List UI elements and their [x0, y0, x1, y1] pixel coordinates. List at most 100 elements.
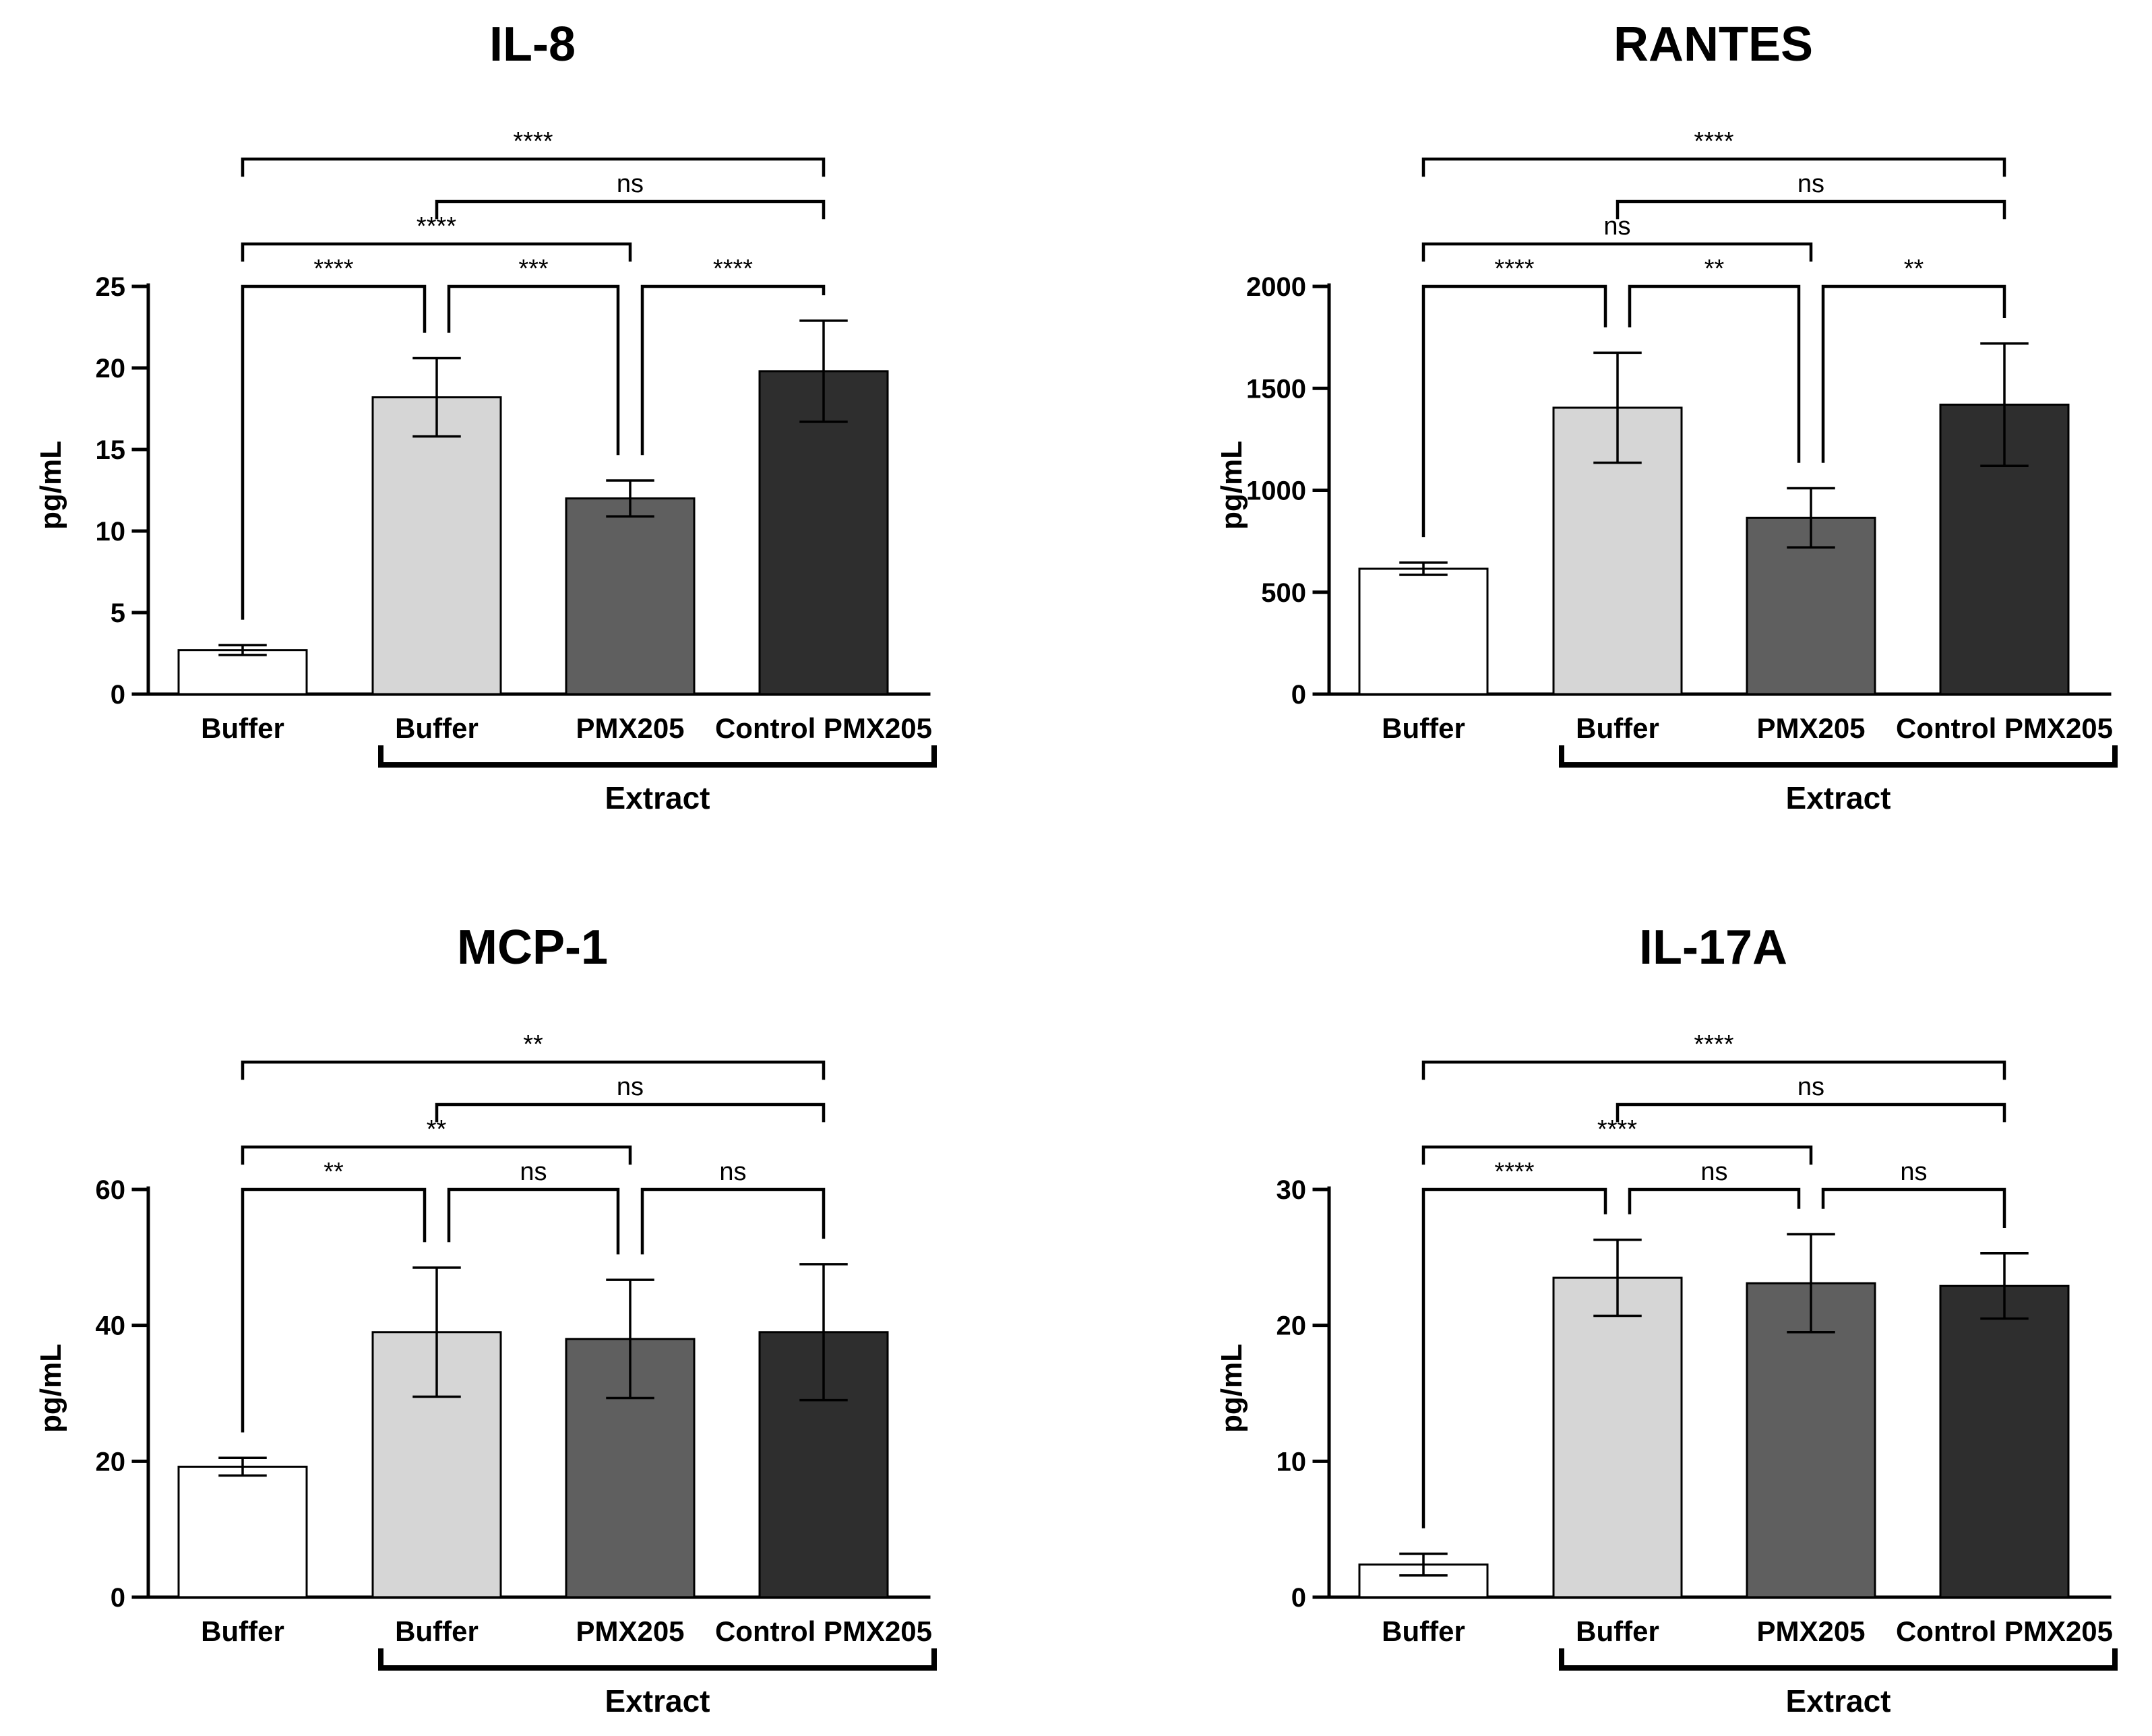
y-tick-label: 10	[1277, 1447, 1307, 1477]
error-bar	[606, 1278, 654, 1400]
significance-bracket	[1421, 1187, 1607, 1528]
y-tick-label: 40	[96, 1311, 126, 1341]
significance-bracket	[1616, 1103, 2006, 1123]
error-bar	[1787, 487, 1835, 549]
x-category-label: Buffer	[1382, 712, 1465, 744]
group-bracket	[1559, 745, 2118, 768]
significance-bracket	[1628, 284, 1801, 463]
chart-panel-3: IL-17A pg/mL 0 10 20 30 Buffer Buffer PMX205 Cont…	[1215, 921, 2118, 1718]
significance-label: ns	[617, 170, 644, 198]
y-tick-label: 30	[1277, 1175, 1307, 1205]
x-category-label: Control PMX205	[715, 1615, 932, 1647]
significance-label: ****	[713, 255, 753, 283]
y-tick-label: 1500	[1246, 374, 1306, 404]
y-axis-label: pg/mL	[1215, 1344, 1248, 1433]
significance-bracket	[1421, 1145, 1813, 1165]
chart-panel-0: IL-8 pg/mL 0 5 10 15 20 25 Buffer Buffer PMX205 Con…	[34, 18, 937, 815]
x-category-label: PMX205	[1756, 712, 1865, 744]
significance-label: **	[324, 1158, 344, 1186]
y-tick-label: 500	[1261, 578, 1306, 608]
significance-bracket	[435, 1103, 826, 1123]
x-category-label: Control PMX205	[1896, 712, 2113, 744]
bar	[565, 497, 696, 695]
significance-label: ns	[1900, 1158, 1927, 1186]
x-category-label: Buffer	[395, 712, 479, 744]
x-category-label: Control PMX205	[715, 712, 932, 744]
x-category-label: Control PMX205	[1896, 1615, 2113, 1647]
significance-bracket	[447, 284, 620, 456]
group-label: Extract	[1786, 1683, 1891, 1718]
error-bar	[412, 1266, 461, 1398]
y-axis-label: pg/mL	[34, 441, 67, 530]
x-category-label: Buffer	[201, 712, 284, 744]
chart-title: MCP-1	[457, 921, 608, 974]
y-tick-label: 25	[96, 272, 126, 302]
group-bracket	[378, 745, 937, 768]
significance-label: ****	[313, 255, 353, 283]
group-label: Extract	[1786, 780, 1891, 815]
group-label: Extract	[605, 780, 710, 815]
y-axis-label: pg/mL	[1215, 441, 1248, 530]
y-tick-label: 1000	[1246, 476, 1306, 506]
chart-panel-1: RANTES pg/mL 0 500 1000 1500 2000 Buffer Buffer P…	[1215, 18, 2118, 815]
significance-label: ns	[520, 1158, 547, 1186]
error-bar	[218, 644, 267, 656]
chart-panel-2: MCP-1 pg/mL 0 20 40 60 Buffer Buffer PMX205 Contr…	[34, 921, 937, 1718]
significance-label: ****	[1694, 1030, 1733, 1059]
error-bar	[799, 1263, 848, 1402]
chart-title: RANTES	[1613, 18, 1813, 71]
bar	[177, 1465, 308, 1599]
significance-label: ****	[1494, 255, 1534, 283]
significance-bracket	[1821, 284, 2006, 463]
chart-title: IL-17A	[1639, 921, 1787, 974]
x-category-label: Buffer	[201, 1615, 284, 1647]
significance-bracket	[1421, 1060, 2006, 1080]
significance-bracket	[1421, 157, 2006, 177]
significance-bracket	[241, 242, 632, 262]
y-tick-label: 0	[111, 1583, 125, 1613]
error-bar	[1593, 1238, 1642, 1318]
group-bracket	[1559, 1648, 2118, 1671]
significance-bracket	[241, 1145, 632, 1165]
significance-bracket	[640, 284, 826, 456]
significance-bracket	[435, 199, 826, 220]
bar	[371, 396, 502, 695]
error-bar	[1980, 342, 2029, 467]
significance-bracket	[241, 284, 427, 620]
x-category-label: Buffer	[1382, 1615, 1465, 1647]
significance-label: ****	[1694, 127, 1733, 156]
significance-bracket	[1421, 284, 1607, 538]
significance-bracket	[241, 1060, 826, 1080]
x-category-label: PMX205	[576, 1615, 684, 1647]
y-axis-label: pg/mL	[34, 1344, 67, 1433]
y-tick-label: 5	[111, 598, 125, 628]
bar	[177, 649, 308, 695]
significance-bracket	[1628, 1187, 1801, 1214]
error-bar	[1399, 1552, 1448, 1577]
x-category-label: Buffer	[1576, 712, 1659, 744]
error-bar	[1787, 1233, 1835, 1334]
significance-label: ns	[1797, 170, 1824, 198]
significance-label: ***	[518, 255, 549, 283]
bar	[1552, 1276, 1683, 1599]
y-tick-label: 20	[96, 1447, 126, 1477]
significance-label: ns	[719, 1158, 746, 1186]
error-bar	[1593, 351, 1642, 464]
group-bracket	[378, 1648, 937, 1671]
error-bar	[1980, 1252, 2029, 1320]
y-tick-label: 60	[96, 1175, 126, 1205]
group-label: Extract	[605, 1683, 710, 1718]
significance-bracket	[241, 1187, 427, 1433]
y-tick-label: 0	[111, 680, 125, 710]
significance-label: **	[1904, 255, 1924, 283]
y-tick-label: 20	[96, 354, 126, 383]
x-category-label: Buffer	[1576, 1615, 1659, 1647]
y-tick-label: 15	[96, 435, 126, 465]
significance-label: ns	[1797, 1073, 1824, 1101]
significance-label: ****	[1494, 1158, 1534, 1186]
y-tick-label: 0	[1291, 1583, 1306, 1613]
chart-title: IL-8	[489, 18, 576, 71]
significance-bracket	[241, 157, 826, 177]
x-category-label: Buffer	[395, 1615, 479, 1647]
